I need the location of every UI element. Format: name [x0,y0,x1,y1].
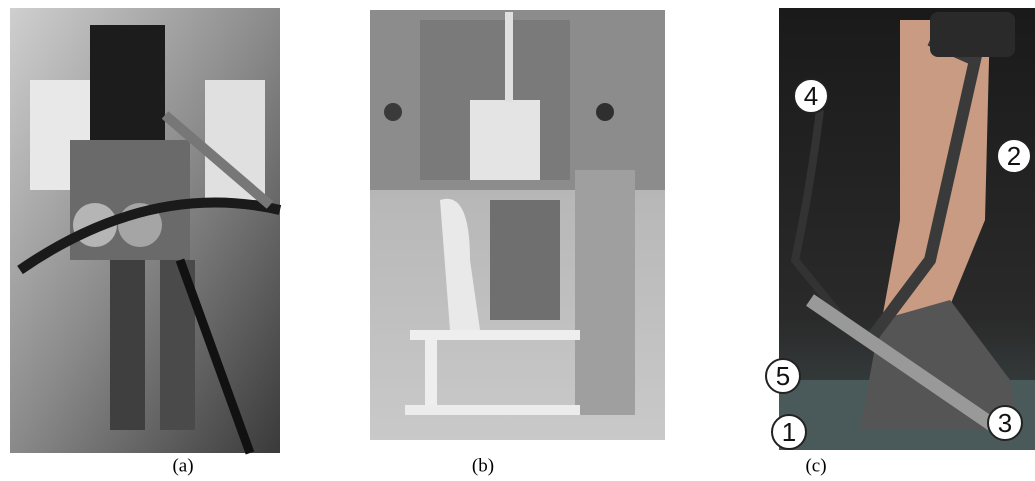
callout: 2 [1007,141,1021,171]
photo-b [370,10,665,440]
photo-c: 4 2 5 1 3 [766,8,1035,450]
caption: (c) [805,455,826,476]
callout: 5 [776,361,790,391]
figure: 4 2 5 1 3 (a) (b) (c) [0,0,1035,481]
callout: 1 [782,417,796,447]
photo-a [10,8,280,453]
callout: 3 [998,408,1012,438]
callout: 4 [804,81,818,111]
caption: (a) [172,455,193,476]
caption: (b) [472,455,494,476]
